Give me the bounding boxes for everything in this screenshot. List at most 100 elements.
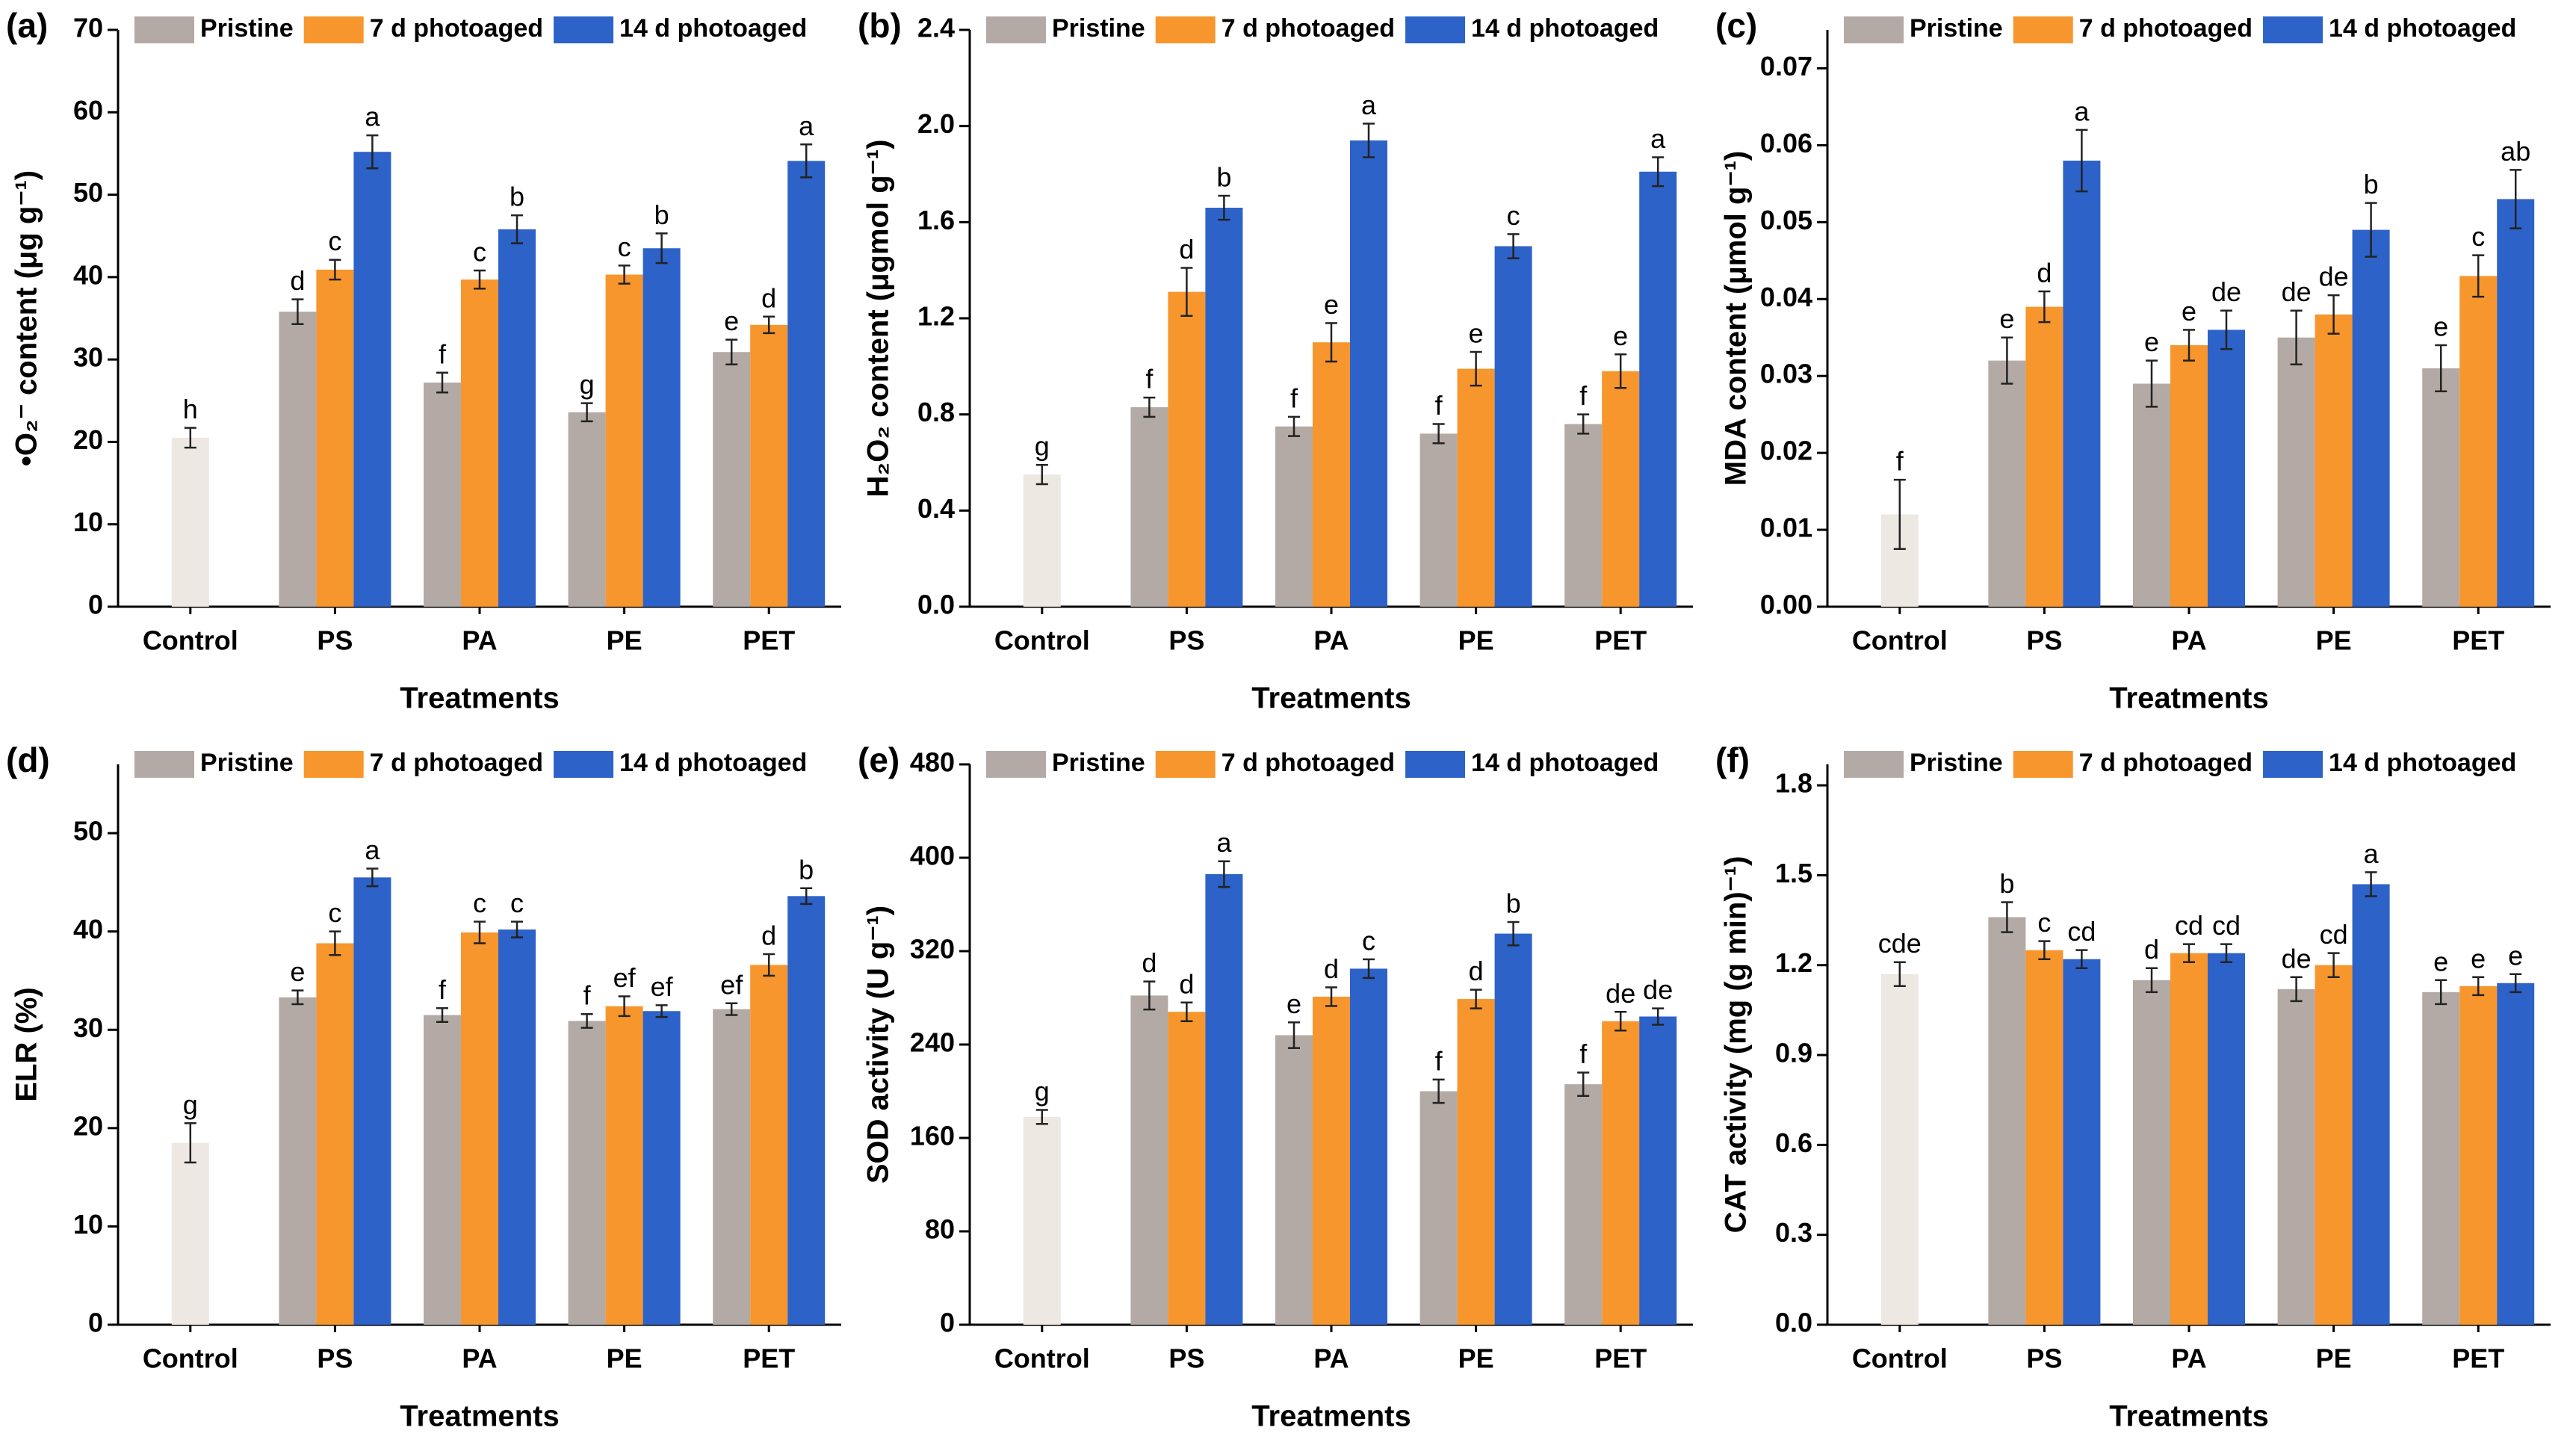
bar [2497,983,2535,1325]
y-axis-title: •O₂⁻ content (μg g⁻¹) [10,170,43,466]
error-bar [184,1122,196,1164]
y-tick-label: 0.6 [1775,1127,1812,1158]
error-bar [2075,129,2088,193]
significance-letter: a [2074,96,2090,126]
legend-swatch [2013,16,2073,43]
legend-swatch [303,16,364,43]
bar [1988,917,2026,1325]
x-axis-title: Treatments [2109,1400,2268,1433]
legend-swatch [1405,16,1466,43]
legend-swatch [1405,751,1466,778]
bar [787,161,826,607]
bar [171,437,209,607]
x-tick-label: PET [2452,625,2504,656]
y-tick-label: 0.04 [1760,282,1812,312]
significance-letter: e [1469,318,1484,349]
legend-label: 7 d photoaged [370,749,543,777]
significance-letter: f [583,980,592,1011]
error-bar [2001,336,2013,385]
significance-letter: b [2364,169,2379,199]
y-axis-title: MDA content (μmol g⁻¹) [1720,151,1753,486]
bar [1419,1091,1458,1325]
bar [2315,314,2353,607]
bar [2277,989,2315,1325]
y-tick-label: 0.01 [1760,513,1812,543]
error-bar [1893,478,1906,551]
x-tick-label: PE [2316,625,2352,656]
error-bar [2472,254,2485,298]
error-bar [366,867,379,888]
bar [316,943,354,1325]
significance-letter: ef [613,962,637,993]
x-tick-label: Control [1852,1343,1948,1374]
legend-swatch [2013,751,2073,778]
y-tick-label: 40 [73,259,103,290]
legend-label: Pristine [200,14,294,43]
error-bar [580,402,593,423]
bar [1988,360,2026,607]
panel: (b) 0.0 0.4 0.8 1.2 1.6 2.0 2.4 H₂O₂ content (μg… [858,6,1693,715]
significance-letter: a [365,102,380,132]
significance-letter: d [761,920,776,950]
bar [2422,368,2460,607]
error-bar [1614,1011,1627,1032]
y-tick-label: 0.4 [917,493,955,524]
legend-swatch [1155,751,1216,778]
x-tick-label: Control [994,1343,1090,1374]
bar [605,1006,643,1325]
significance-letter: cd [2320,919,2348,950]
error-bar [511,921,523,938]
y-tick-label: 0.05 [1760,205,1812,235]
panel: (f) 0.0 0.3 0.6 0.9 1.2 1.5 1.8 CAT activity (mg… [1715,740,2551,1433]
legend-swatch [303,751,364,778]
significance-letter: f [1290,383,1298,413]
bar [1168,291,1206,607]
legend-label: 14 d photoaged [619,14,807,43]
significance-letter: c [328,897,341,928]
x-axis-title: Treatments [400,1400,559,1433]
significance-letter: e [2508,940,2523,971]
x-tick-label: Control [143,625,238,656]
legend-label: 7 d photoaged [2079,749,2253,777]
x-tick-label: PET [1594,625,1647,656]
significance-letter: d [1324,953,1339,984]
legend-swatch [1844,751,1904,778]
bar [2459,276,2498,607]
bar [1023,474,1061,607]
x-tick-label: PS [2026,625,2062,656]
bar [2025,306,2063,607]
panel: (e) 0 80 160 240 320 400 480 SOD activity (U g⁻¹… [858,740,1693,1433]
y-tick-label: 30 [73,342,103,373]
significance-letter: e [2144,327,2159,357]
bar [1168,1012,1206,1325]
error-bar [2038,290,2051,324]
error-bar [2327,952,2340,979]
significance-letter: b [1216,161,1231,192]
y-tick-label: 320 [910,934,955,965]
bar [568,412,606,607]
x-tick-label: PS [317,625,353,656]
significance-letter: c [1507,200,1520,231]
significance-letter: e [2471,943,2486,974]
y-tick-label: 0 [88,1308,103,1338]
significance-letter: g [1035,431,1050,462]
error-bar [655,232,668,264]
bar [353,152,391,607]
error-bar [1218,194,1230,221]
panel: (c) 0.00 0.01 0.02 0.03 0.04 0.05 0.06 0.07 MDA c… [1715,6,2551,715]
legend-swatch [2263,751,2323,778]
error-bar [1180,267,1193,318]
bar [2133,383,2170,607]
bar [1313,996,1350,1325]
significance-letter: e [290,956,305,987]
bar [787,896,826,1325]
bar [2352,229,2390,607]
error-bar [618,995,631,1018]
bar [2422,991,2460,1325]
bar [713,352,751,607]
error-bar [725,1002,738,1016]
x-axis-title: Treatments [1251,682,1411,715]
error-bar [1325,986,1337,1007]
bar [1602,371,1640,607]
x-tick-label: Control [1852,625,1948,656]
